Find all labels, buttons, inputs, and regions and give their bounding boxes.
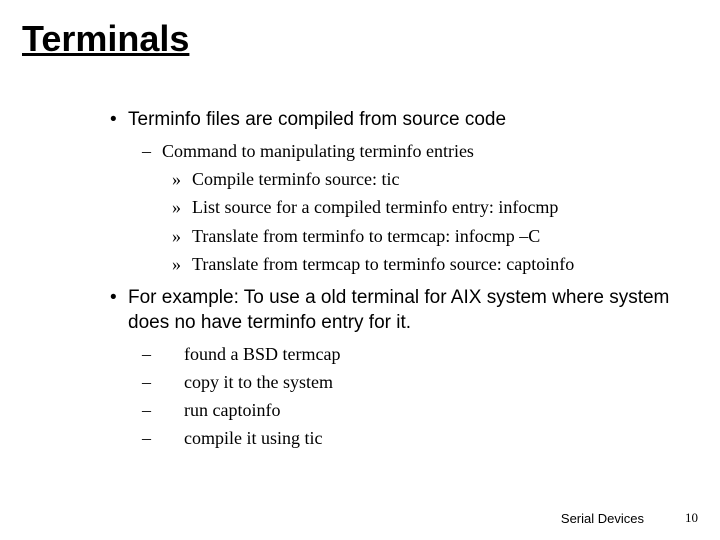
bullet-level2: compile it using tic [110,426,680,450]
bullet-level2: Command to manipulating terminfo entries [110,139,680,163]
bullet-level3: Translate from terminfo to termcap: info… [110,224,680,248]
bullet-level3: Compile terminfo source: tic [110,167,680,191]
bullet-level2: run captoinfo [110,398,680,422]
bullet-level2: copy it to the system [110,370,680,394]
bullet-level1: For example: To use a old terminal for A… [110,286,680,335]
bullet-level3: List source for a compiled terminfo entr… [110,195,680,219]
slide-content: Terminfo files are compiled from source … [0,60,720,451]
bullet-level1: Terminfo files are compiled from source … [110,108,680,133]
slide-title: Terminals [0,0,720,60]
bullet-level2: found a BSD termcap [110,342,680,366]
page-number: 10 [685,510,698,526]
bullet-level3: Translate from termcap to terminfo sourc… [110,252,680,276]
footer-label: Serial Devices [561,511,644,526]
